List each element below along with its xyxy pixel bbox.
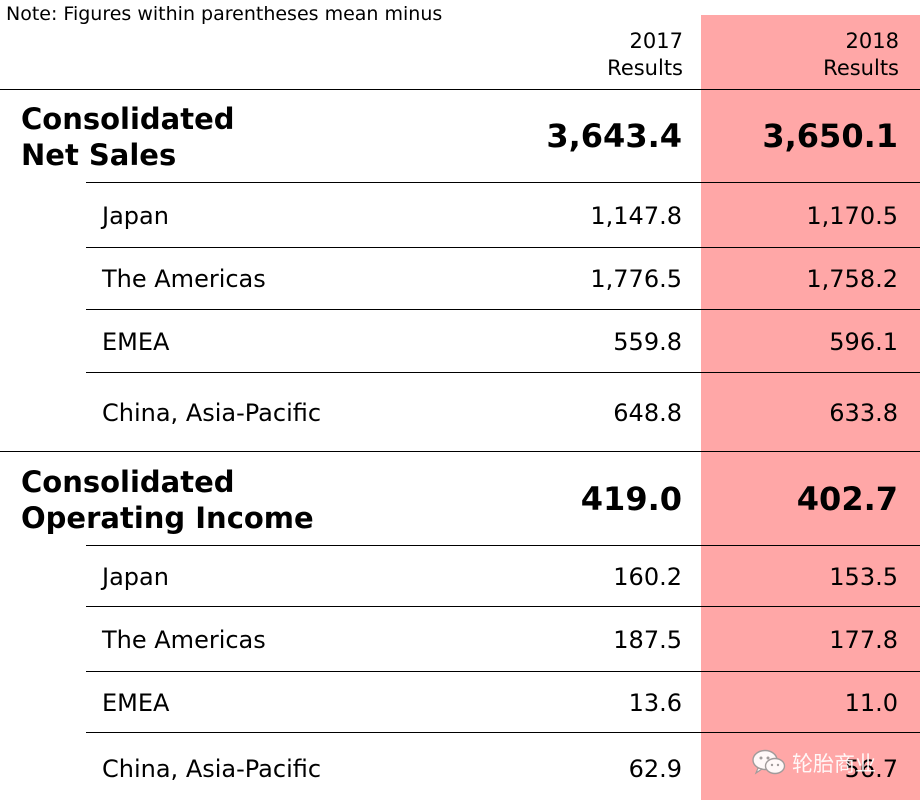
column-header-label: Results [607, 56, 683, 80]
region-value-2018: 56.7 [844, 755, 898, 783]
region-label: Japan [102, 202, 169, 230]
section-title-line: Net Sales [21, 138, 177, 172]
header-divider [0, 89, 920, 90]
section-title-line: Consolidated [21, 465, 235, 499]
region-value-2018: 1,170.5 [806, 202, 898, 230]
row-divider [86, 309, 920, 310]
highlight-2018-column [701, 15, 920, 800]
region-label: China, Asia-Pacific [102, 755, 322, 783]
section-title-net-sales: Consolidated Net Sales [21, 101, 235, 173]
operating-income-total-2018: 402.7 [796, 480, 898, 518]
region-value-2018: 633.8 [829, 399, 898, 427]
region-value-2018: 596.1 [829, 328, 898, 356]
region-value-2018: 1,758.2 [806, 265, 898, 293]
column-header-2018: 2018 Results [719, 28, 899, 82]
region-label: EMEA [102, 689, 170, 717]
row-divider [86, 606, 920, 607]
region-label: The Americas [102, 626, 266, 654]
net-sales-total-2017: 3,643.4 [546, 117, 682, 155]
region-value-2017: 559.8 [613, 328, 682, 356]
row-divider [86, 671, 920, 672]
section-divider [0, 451, 920, 452]
region-value-2018: 11.0 [844, 689, 898, 717]
column-header-label: Results [823, 56, 899, 80]
wechat-icon [752, 749, 786, 777]
region-value-2017: 187.5 [613, 626, 682, 654]
region-value-2018: 153.5 [829, 563, 898, 591]
region-label: EMEA [102, 328, 170, 356]
net-sales-total-2018: 3,650.1 [762, 117, 898, 155]
region-value-2017: 62.9 [628, 755, 682, 783]
column-header-2017: 2017 Results [503, 28, 683, 82]
region-label: The Americas [102, 265, 266, 293]
row-divider [86, 372, 920, 373]
region-label: Japan [102, 563, 169, 591]
row-divider [86, 545, 920, 546]
section-title-operating-income: Consolidated Operating Income [21, 464, 314, 536]
operating-income-total-2017: 419.0 [580, 480, 682, 518]
section-title-line: Consolidated [21, 102, 235, 136]
region-value-2017: 648.8 [613, 399, 682, 427]
region-value-2017: 1,776.5 [590, 265, 682, 293]
watermark: 轮胎商业 [752, 748, 876, 778]
row-divider [86, 732, 920, 733]
row-divider [86, 182, 920, 183]
region-value-2018: 177.8 [829, 626, 898, 654]
watermark-text: 轮胎商业 [792, 752, 876, 776]
column-header-year: 2017 [629, 29, 683, 53]
column-header-year: 2018 [845, 29, 899, 53]
row-divider [86, 247, 920, 248]
region-label: China, Asia-Pacific [102, 399, 322, 427]
section-title-line: Operating Income [21, 501, 314, 535]
note-text: Note: Figures within parentheses mean mi… [6, 3, 443, 25]
region-value-2017: 160.2 [613, 563, 682, 591]
region-value-2017: 1,147.8 [590, 202, 682, 230]
region-value-2017: 13.6 [628, 689, 682, 717]
